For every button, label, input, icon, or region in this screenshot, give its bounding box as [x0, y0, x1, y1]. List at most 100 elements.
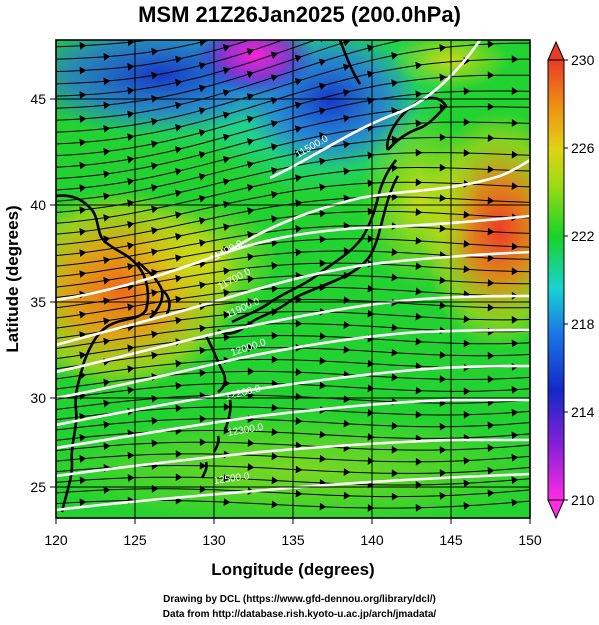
- wind-arrow: [271, 239, 279, 248]
- wind-arrow: [247, 183, 255, 192]
- wind-arrow: [247, 344, 255, 352]
- wind-arrow: [391, 52, 399, 60]
- contour-line: [56, 214, 530, 302]
- wind-arrow: [151, 248, 159, 256]
- wind-arrow: [79, 310, 87, 319]
- wind-arrow: [294, 77, 303, 86]
- wind-arrow: [175, 101, 183, 110]
- x-tick-label: 145: [439, 532, 463, 548]
- wind-arrow: [319, 12, 325, 18]
- honshu-north-coast: [231, 159, 398, 324]
- wind-arrow: [246, 115, 255, 124]
- y-tick-label: 40: [30, 197, 46, 213]
- wind-arrow: [439, 301, 447, 310]
- wind-arrow: [463, 210, 471, 219]
- wind-arrow: [175, 359, 183, 368]
- wind-arrow: [246, 138, 255, 146]
- wind-arrow: [415, 236, 423, 245]
- wind-arrow: [439, 422, 447, 431]
- wind-arrow: [271, 379, 279, 388]
- wind-arrow: [295, 319, 303, 328]
- wind-arrow: [319, 235, 327, 244]
- wind-arrow: [391, 193, 399, 201]
- wind-arrow: [295, 465, 303, 474]
- wind-arrow: [223, 288, 231, 297]
- colorbar-tick-label: 230: [571, 52, 595, 68]
- wind-arrow: [175, 450, 183, 458]
- y-tick-label: 35: [30, 294, 46, 310]
- wind-arrow: [415, 434, 423, 443]
- wind-arrow: [319, 454, 327, 463]
- wind-arrow: [343, 114, 351, 123]
- streamline: [56, 488, 530, 498]
- wind-arrow: [511, 182, 519, 190]
- wind-arrow: [198, 129, 207, 137]
- wind-arrow: [103, 276, 111, 285]
- wind-arrow: [415, 337, 423, 346]
- wind-arrow: [247, 231, 255, 239]
- wind-arrow: [222, 66, 231, 75]
- wind-arrow: [512, 24, 517, 30]
- contour-line: [56, 364, 530, 427]
- wind-arrow: [343, 419, 351, 428]
- wind-arrow: [488, 10, 493, 16]
- wind-arrow: [127, 386, 135, 395]
- wind-arrow: [295, 32, 301, 38]
- wind-arrow: [392, 0, 398, 5]
- wind-arrow: [463, 410, 471, 419]
- wind-arrow: [199, 461, 207, 470]
- wind-arrow: [415, 312, 423, 321]
- wind-arrow: [246, 70, 255, 79]
- wind-arrow: [319, 157, 327, 166]
- wind-arrow: [103, 77, 111, 86]
- wind-arrow: [367, 284, 375, 293]
- wind-arrow: [391, 323, 399, 332]
- wind-arrow: [271, 355, 279, 364]
- credit-text: Drawing by DCL (https://www.gfd-dennou.o…: [163, 594, 436, 605]
- streamline: [56, 40, 213, 60]
- streamline: [56, 106, 530, 180]
- wind-arrow: [463, 339, 471, 348]
- wind-arrow: [103, 337, 111, 346]
- wind-arrow: [463, 118, 471, 126]
- wind-arrow: [151, 289, 159, 297]
- wind-arrow: [223, 245, 231, 254]
- wind-arrow: [319, 183, 327, 192]
- wind-arrow: [151, 205, 159, 214]
- wind-arrow: [223, 426, 231, 435]
- wind-arrow: [294, 125, 303, 133]
- wind-arrow: [342, 63, 351, 72]
- wind-arrow: [343, 194, 351, 203]
- wind-arrow: [271, 166, 279, 175]
- wind-arrow: [439, 163, 447, 172]
- wind-arrow: [127, 344, 135, 353]
- wind-arrow: [175, 211, 183, 219]
- wind-arrow: [271, 428, 279, 436]
- wind-arrow: [198, 61, 207, 70]
- wind-arrow: [319, 356, 327, 365]
- wind-arrow: [463, 239, 471, 248]
- wind-arrow: [175, 496, 183, 505]
- streamline: [56, 394, 530, 410]
- wind-arrow: [247, 367, 255, 376]
- wind-arrow: [175, 404, 183, 413]
- wind-arrow: [175, 381, 183, 390]
- wind-arrow: [415, 61, 423, 70]
- wind-arrow: [368, 20, 374, 26]
- wind-arrow: [198, 151, 207, 159]
- wind-arrow: [103, 52, 111, 61]
- streamline: [56, 40, 355, 109]
- wind-arrow: [224, 22, 230, 28]
- colorbar: 230 226 222 218 214 210: [547, 40, 595, 520]
- wind-arrow: [151, 71, 159, 80]
- wind-arrow: [318, 58, 327, 66]
- colorbar-tick-label: 214: [571, 404, 595, 420]
- wind-arrow: [127, 86, 135, 95]
- wind-arrow: [295, 224, 303, 233]
- wind-arrow: [343, 88, 351, 97]
- wind-arrow: [511, 242, 519, 251]
- wind-arrow: [247, 439, 255, 447]
- wind-arrow: [487, 351, 495, 360]
- wind-arrow: [439, 351, 447, 359]
- wind-arrow: [439, 491, 447, 500]
